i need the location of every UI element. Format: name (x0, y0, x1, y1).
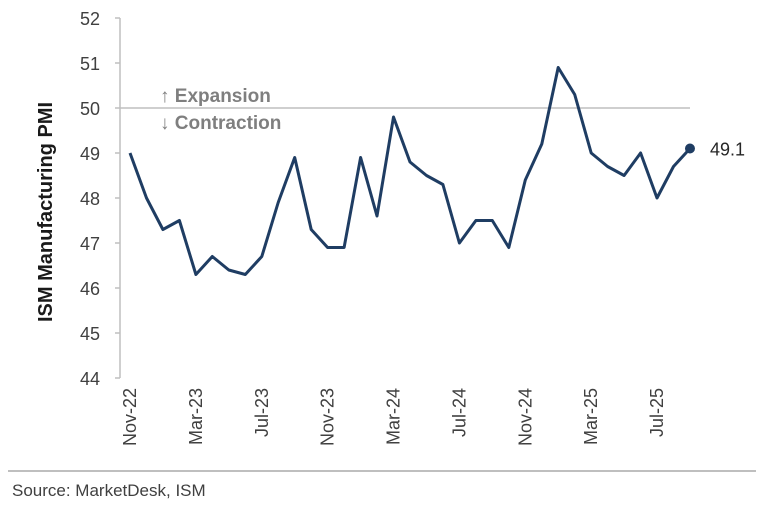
x-tick-label: Jul-24 (449, 388, 469, 437)
x-tick-label: Nov-22 (120, 388, 140, 446)
x-tick-label: Nov-23 (318, 388, 338, 446)
x-tick-label: Jul-23 (252, 388, 272, 437)
source-divider (8, 470, 756, 472)
y-axis-title: ISM Manufacturing PMI (35, 102, 57, 322)
y-tick-label: 47 (80, 234, 100, 254)
y-tick-label: 45 (80, 324, 100, 344)
y-tick-label: 52 (80, 9, 100, 29)
y-tick-label: 46 (80, 279, 100, 299)
source-note: Source: MarketDesk, ISM (12, 481, 206, 500)
pmi-line-chart: 44 45 46 47 48 49 50 51 52 ↑ Expansion ↓ Contrac… (35, 9, 745, 446)
x-tick-label: Jul-25 (647, 388, 667, 437)
expansion-annotation: ↑ Expansion (160, 86, 271, 107)
x-axis: Nov-22 Mar-23 Jul-23 Nov-23 Mar-24 Jul-24 Nov-… (120, 388, 667, 446)
y-axis: 44 45 46 47 48 49 50 51 52 (80, 9, 120, 389)
y-tick-label: 50 (80, 99, 100, 119)
x-tick-label: Mar-24 (384, 388, 404, 445)
y-tick-label: 51 (80, 54, 100, 74)
x-tick-label: Mar-25 (581, 388, 601, 445)
contraction-annotation: ↓ Contraction (160, 113, 281, 134)
x-tick-label: Mar-23 (186, 388, 206, 445)
last-data-point (684, 143, 695, 154)
y-tick-label: 44 (80, 369, 100, 389)
pmi-series-line (128, 66, 692, 276)
x-tick-label: Nov-24 (515, 388, 535, 446)
y-tick-label: 48 (80, 189, 100, 209)
y-tick-label: 49 (80, 144, 100, 164)
last-value-label: 49.1 (710, 140, 745, 160)
